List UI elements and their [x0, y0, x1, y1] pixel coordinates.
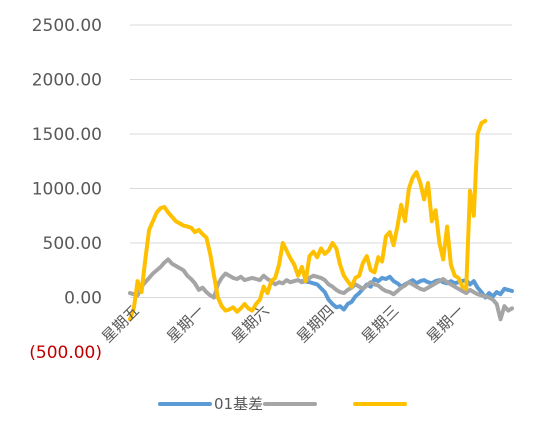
series-line-1 [299, 274, 514, 312]
gridlines [130, 24, 512, 298]
x-tick-label: 星期三 [358, 302, 403, 347]
x-axis-ticks: 星期五 星期一 星期六 星期四 星期三 星期一 [98, 302, 467, 347]
legend: 01基差 [158, 395, 407, 413]
y-axis-ticks: 2500.00 2000.00 1500.00 1000.00 500.00 0.00 (5… [29, 16, 102, 363]
y-tick-label: 500.00 [43, 234, 102, 254]
y-tick-label: 0.00 [64, 289, 102, 309]
y-tick-label: 2000.00 [32, 71, 102, 91]
y-tick-label: 1500.00 [32, 125, 102, 145]
y-tick-label: (500.00) [29, 343, 102, 363]
legend-label-1: 01基差 [214, 395, 263, 413]
series-line-3 [128, 118, 488, 322]
series-line-2 [128, 257, 514, 322]
x-tick-label: 星期一 [163, 302, 208, 347]
x-tick-label: 星期四 [293, 302, 338, 347]
y-tick-label: 2500.00 [32, 16, 102, 36]
y-tick-label: 1000.00 [32, 180, 102, 200]
x-tick-label: 星期一 [423, 302, 468, 347]
x-tick-label: 星期五 [98, 302, 143, 347]
series-lines [128, 118, 514, 322]
